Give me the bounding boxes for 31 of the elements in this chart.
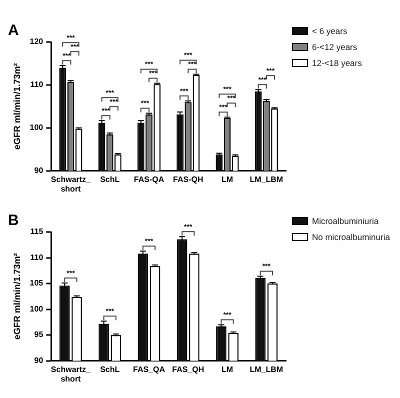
x-tick-label: FAS_QA bbox=[132, 364, 166, 374]
x-tick-label: LM_LBM bbox=[250, 364, 284, 374]
y-tick-label: 90 bbox=[34, 166, 44, 176]
legend-label: Microalbuminiuria bbox=[312, 216, 379, 226]
text: 12-<18 years bbox=[312, 58, 362, 68]
y-tick-label: 115 bbox=[30, 227, 44, 236]
x-tick-label: LM bbox=[222, 174, 234, 184]
chart-title: B bbox=[8, 212, 19, 230]
x-tick-label: LM_LBM bbox=[250, 174, 284, 184]
x-tick-label: Schwartz_ short bbox=[50, 174, 92, 194]
y-tick-label: 120 bbox=[30, 37, 44, 46]
x-tick-label: LM bbox=[222, 364, 234, 374]
y-tick-label: 100 bbox=[30, 304, 44, 314]
x-tick-label: SchL bbox=[100, 174, 120, 184]
y-tick-label: 110 bbox=[30, 80, 44, 90]
y-tick-label: 100 bbox=[30, 123, 44, 132]
y-tick-label: 105 bbox=[30, 278, 44, 288]
x-tick-label: Schwartz_ short bbox=[50, 364, 92, 384]
x-tick-label: SchL bbox=[100, 364, 120, 374]
text: No microalbuminuria bbox=[312, 232, 390, 242]
y-axis-title: eGFR ml/min/1.73m² bbox=[12, 253, 22, 340]
legend-label: < 6 years bbox=[312, 26, 348, 36]
y-axis-title: eGFR ml/min/1.73m² bbox=[12, 63, 22, 150]
legend-label: 6-<12 years bbox=[312, 42, 358, 52]
chart-title: A bbox=[8, 22, 19, 40]
y-tick-label: 110 bbox=[30, 252, 44, 262]
x-tick-label: FAS-QA bbox=[134, 174, 164, 184]
y-tick-label: 95 bbox=[34, 330, 44, 340]
x-tick-label: FAS_QH bbox=[172, 364, 204, 374]
x-tick-label: FAS-QH bbox=[173, 174, 204, 184]
y-tick-label: 90 bbox=[34, 356, 44, 366]
